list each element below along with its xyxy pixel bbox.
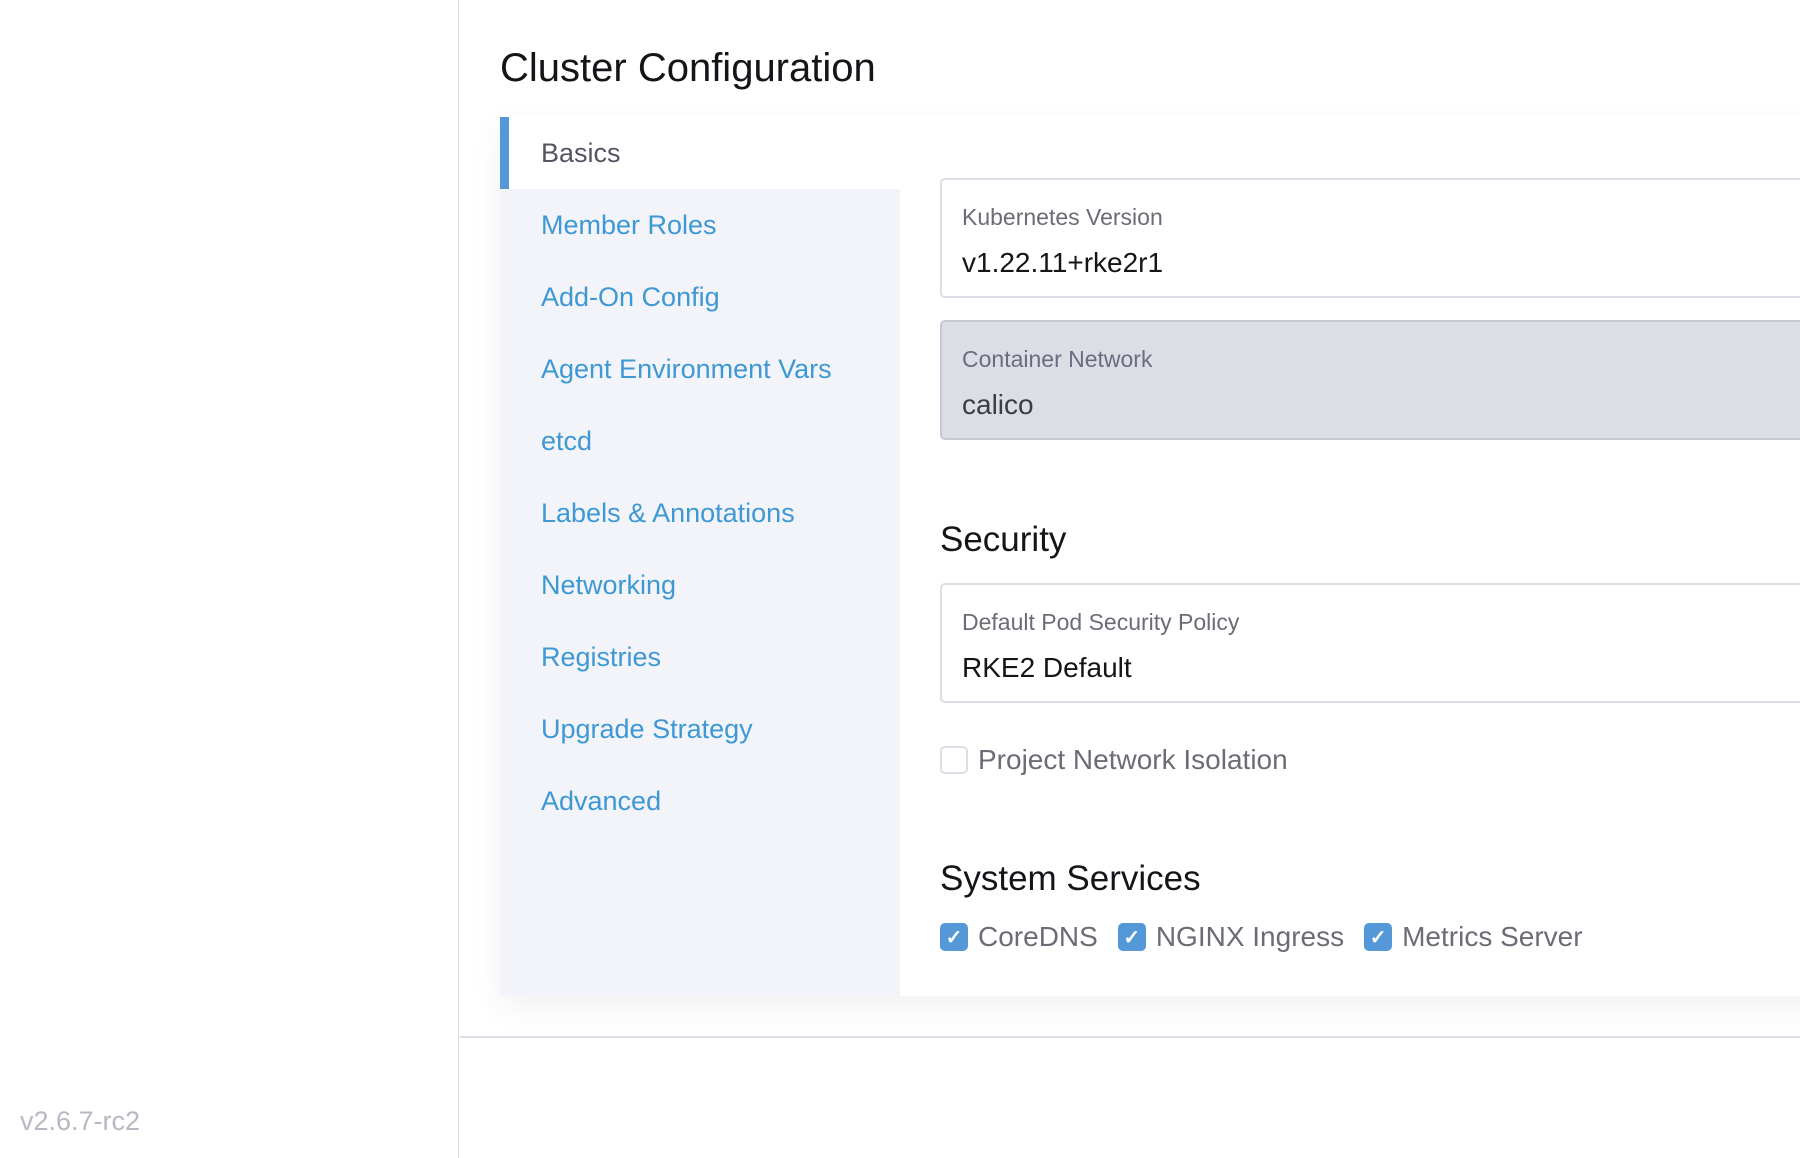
nav-item-labels-annotations[interactable]: Labels & Annotations — [541, 497, 795, 528]
checkbox-unchecked-icon[interactable] — [940, 746, 968, 774]
system-services-heading: System Services — [940, 859, 1201, 898]
basics-content: Kubernetes Version v1.22.11+rke2r1 Conta… — [940, 117, 1800, 996]
config-nav: Basics Member Roles Add-On Config Agent … — [500, 117, 900, 996]
checkbox-label: NGINX Ingress — [1155, 921, 1345, 952]
field-value: v1.22.11+rke2r1 — [962, 247, 1164, 278]
checkbox-label: Project Network Isolation — [978, 744, 1288, 775]
field-label: Default Pod Security Policy — [962, 609, 1240, 635]
nav-item-etcd[interactable]: etcd — [541, 425, 593, 456]
checkmark-icon[interactable]: ✓ — [940, 923, 968, 951]
checkbox-label: CoreDNS — [978, 921, 1098, 952]
field-value: RKE2 Default — [962, 652, 1132, 683]
nav-item-registries[interactable]: Registries — [541, 641, 662, 672]
system-services-checkboxes: ✓ CoreDNS ✓ NGINX Ingress ✓ Metrics Serv… — [940, 921, 1603, 953]
nav-item-networking[interactable]: Networking — [541, 569, 677, 600]
nginx-ingress-checkbox[interactable]: ✓ NGINX Ingress — [1117, 921, 1345, 953]
nav-item-member-roles[interactable]: Member Roles — [541, 209, 717, 240]
kubernetes-version-select[interactable]: Kubernetes Version v1.22.11+rke2r1 — [940, 178, 1800, 298]
pod-security-policy-select[interactable]: Default Pod Security Policy RKE2 Default — [940, 583, 1800, 703]
security-heading: Security — [940, 520, 1067, 559]
nav-item-agent-env-vars[interactable]: Agent Environment Vars — [541, 353, 832, 384]
version-label: v2.6.7-rc2 — [20, 1106, 141, 1136]
nav-item-advanced[interactable]: Advanced — [541, 785, 662, 816]
metrics-server-checkbox[interactable]: ✓ Metrics Server — [1364, 921, 1583, 953]
nav-item-basics[interactable]: Basics — [500, 117, 900, 189]
page-title: Cluster Configuration — [500, 46, 876, 90]
checkmark-icon[interactable]: ✓ — [1364, 923, 1393, 951]
left-sidebar: v2.6.7-rc2 — [0, 0, 459, 1158]
field-label: Kubernetes Version — [962, 204, 1163, 230]
checkmark-icon[interactable]: ✓ — [1117, 923, 1146, 951]
field-label: Container Network — [962, 346, 1153, 372]
field-value: calico — [962, 389, 1034, 420]
nav-item-upgrade-strategy[interactable]: Upgrade Strategy — [541, 713, 753, 744]
coredns-checkbox[interactable]: ✓ CoreDNS — [940, 921, 1098, 953]
nav-item-add-on-config[interactable]: Add-On Config — [541, 281, 720, 312]
container-network-select: Container Network calico — [940, 320, 1800, 440]
footer-divider — [460, 1036, 1800, 1038]
config-card: Basics Member Roles Add-On Config Agent … — [500, 117, 1800, 996]
checkbox-label: Metrics Server — [1402, 921, 1583, 952]
project-network-isolation-checkbox[interactable]: Project Network Isolation — [940, 744, 1288, 776]
